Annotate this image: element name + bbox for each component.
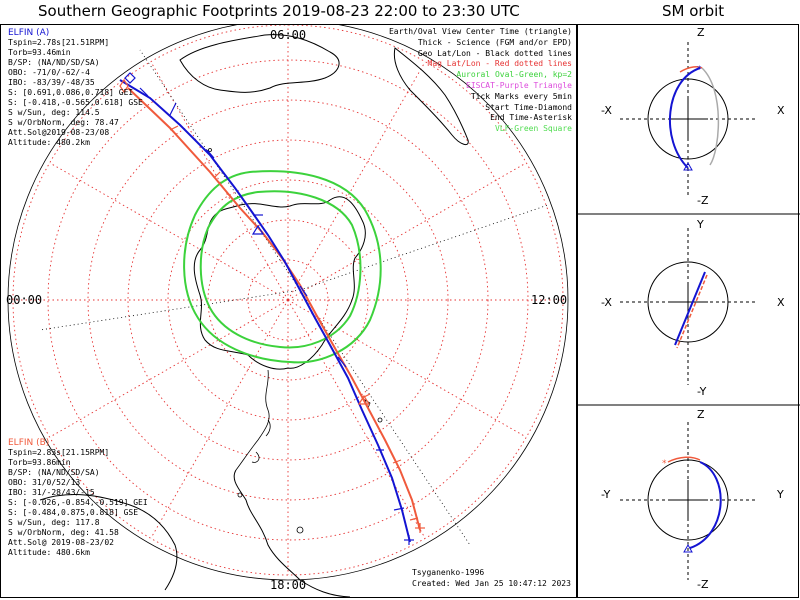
legend-auroral-oval: Auroral Oval-Green, kp=2 [456, 70, 572, 80]
elfin-a-line: S w/Sun, deg: 114.5 [8, 108, 100, 117]
plot2-bottom-label: -Y [697, 385, 707, 398]
elfin-a-line: S: [-0.418,-0.565,0.618] GSE [8, 98, 143, 107]
orbit-plot-xy [620, 228, 756, 385]
elfin-a-line: S w/OrbNorm, deg: 78.47 [8, 118, 119, 127]
elfin-a-info: ELFIN (A) Tspin=2.78s[21.51RPM] Torb=93.… [8, 28, 143, 148]
plot3-top-label: Z [697, 408, 705, 421]
elfin-a-line: Torb=93.46min [8, 48, 71, 57]
legend-tick-marks: Tick Marks every 5min [470, 91, 572, 101]
plot1-left-label: -X [601, 104, 612, 117]
svg-text:*: * [662, 459, 667, 469]
elfin-b-track [127, 87, 421, 531]
elfin-b-line: Altitude: 480.6km [8, 548, 90, 557]
legend-end-time: End Time-Asterisk [490, 113, 572, 123]
legend-eiscat: EISCAT-Purple Triangle [466, 80, 572, 90]
plot3-bottom-label: -Z [697, 578, 709, 591]
plot1-bottom-label: -Z [697, 194, 709, 207]
mag-lon-grid [13, 25, 563, 575]
plot3-left-label: -Y [601, 488, 611, 501]
orbit-plot-yz: * [620, 422, 756, 580]
antarctica-outline [193, 196, 366, 370]
elfin-b-view-triangle [357, 394, 371, 405]
elfin-a-name: ELFIN (A) [8, 28, 50, 38]
map-frame [0, 24, 577, 598]
legend-geo-grid: Geo Lat/Lon - Black dotted lines [417, 48, 572, 58]
hour-label-bottom: 18:00 [270, 578, 307, 592]
geo-grid [39, 49, 549, 546]
plot2-top-label: Y [697, 218, 704, 231]
australia-outline [179, 34, 340, 93]
main-title: Southern Geographic Footprints 2019-08-2… [38, 2, 520, 20]
plot3-right-label: Y [777, 488, 784, 501]
orbit-panel-title: SM orbit [662, 2, 725, 20]
elfin-b-end-asterisk [415, 523, 425, 533]
elfin-b-ticks [169, 125, 419, 521]
elfin-b-line: S: [-0.026,-0.854,-0.519] GEI [8, 498, 148, 507]
created-label: Created: Wed Jan 25 10:47:12 2023 [412, 579, 571, 588]
elfin-b-line: Torb=93.86min [8, 458, 71, 467]
plot2-left-label: -X [601, 296, 612, 309]
legend-view-center: Earth/Oval View Center Time (triangle) [388, 27, 572, 36]
elfin-b-info: ELFIN (B) Tspin=2.83s[21.15RPM] Torb=93.… [8, 438, 148, 558]
south-america-outline [233, 469, 351, 597]
elfin-a-track [119, 79, 411, 543]
elfin-b-line: OBO: 31/0/52/13 [8, 478, 81, 487]
orbit-plot-xz: * [620, 42, 756, 197]
elfin-b-line: S w/Sun, deg: 117.8 [8, 518, 100, 527]
elfin-b-line: IBO: 31/-28/43/-15 [8, 488, 95, 497]
orbit-frame [577, 24, 799, 598]
auroral-oval [183, 170, 382, 364]
elfin-a-end-asterisk [404, 535, 414, 545]
elfin-a-start-diamond [124, 72, 136, 84]
legend-vlf: VLF-Green Square [494, 124, 572, 134]
legend: Earth/Oval View Center Time (triangle) T… [389, 27, 572, 135]
elfin-a-line: Altitude: 480.2km [8, 138, 90, 147]
hour-label-right: 12:00 [531, 293, 568, 307]
ice-shelf [235, 369, 270, 471]
africa-outline [39, 494, 178, 591]
elfin-a-ticks [139, 87, 405, 511]
elfin-b-line: Att.Sol@ 2019-08-23/02 [8, 538, 114, 547]
legend-thick-science: Thick - Science (FGM and/or EPD) [417, 37, 572, 47]
elfin-b-line: Tspin=2.83s[21.15RPM] [8, 448, 110, 457]
elfin-a-line: B/SP: (NA/ND/SD/SA) [8, 58, 100, 67]
plot1-right-label: X [777, 104, 785, 117]
elfin-a-line: IBO: -83/39/-48/35 [8, 78, 95, 87]
hour-label-top: 06:00 [270, 28, 307, 42]
elfin-a-line: Att.Sol@2019-08-23/08 [8, 128, 110, 137]
elfin-b-line: B/SP: (NA/ND/SD/SA) [8, 468, 100, 477]
svg-text:*: * [697, 65, 702, 75]
elfin-b-name: ELFIN (B) [8, 438, 50, 448]
elfin-a-view-triangle [251, 224, 265, 235]
elfin-a-line: OBO: -71/0/-62/-4 [8, 68, 90, 77]
elfin-b-line: S w/OrbNorm, deg: 41.58 [8, 528, 119, 537]
elfin-b-start-diamond [119, 78, 129, 94]
earth-limb [7, 25, 569, 581]
elfin-a-line: Tspin=2.78s[21.51RPM] [8, 38, 110, 47]
elfin-b-line: S: [-0.484,0.875,0.818] GSE [8, 508, 139, 517]
elfin-a-line: S: [0.691,0.086,0.718] GEI [8, 88, 134, 97]
legend-start-time: Start Time-Diamond [485, 102, 572, 112]
hour-label-left: 00:00 [6, 293, 43, 307]
plot2-right-label: X [777, 296, 785, 309]
plot1-top-label: Z [697, 26, 705, 39]
legend-mag-grid: Mag Lat/Lon - Red dotted lines [427, 59, 573, 69]
model-label: Tsyganenko-1996 [412, 568, 485, 577]
